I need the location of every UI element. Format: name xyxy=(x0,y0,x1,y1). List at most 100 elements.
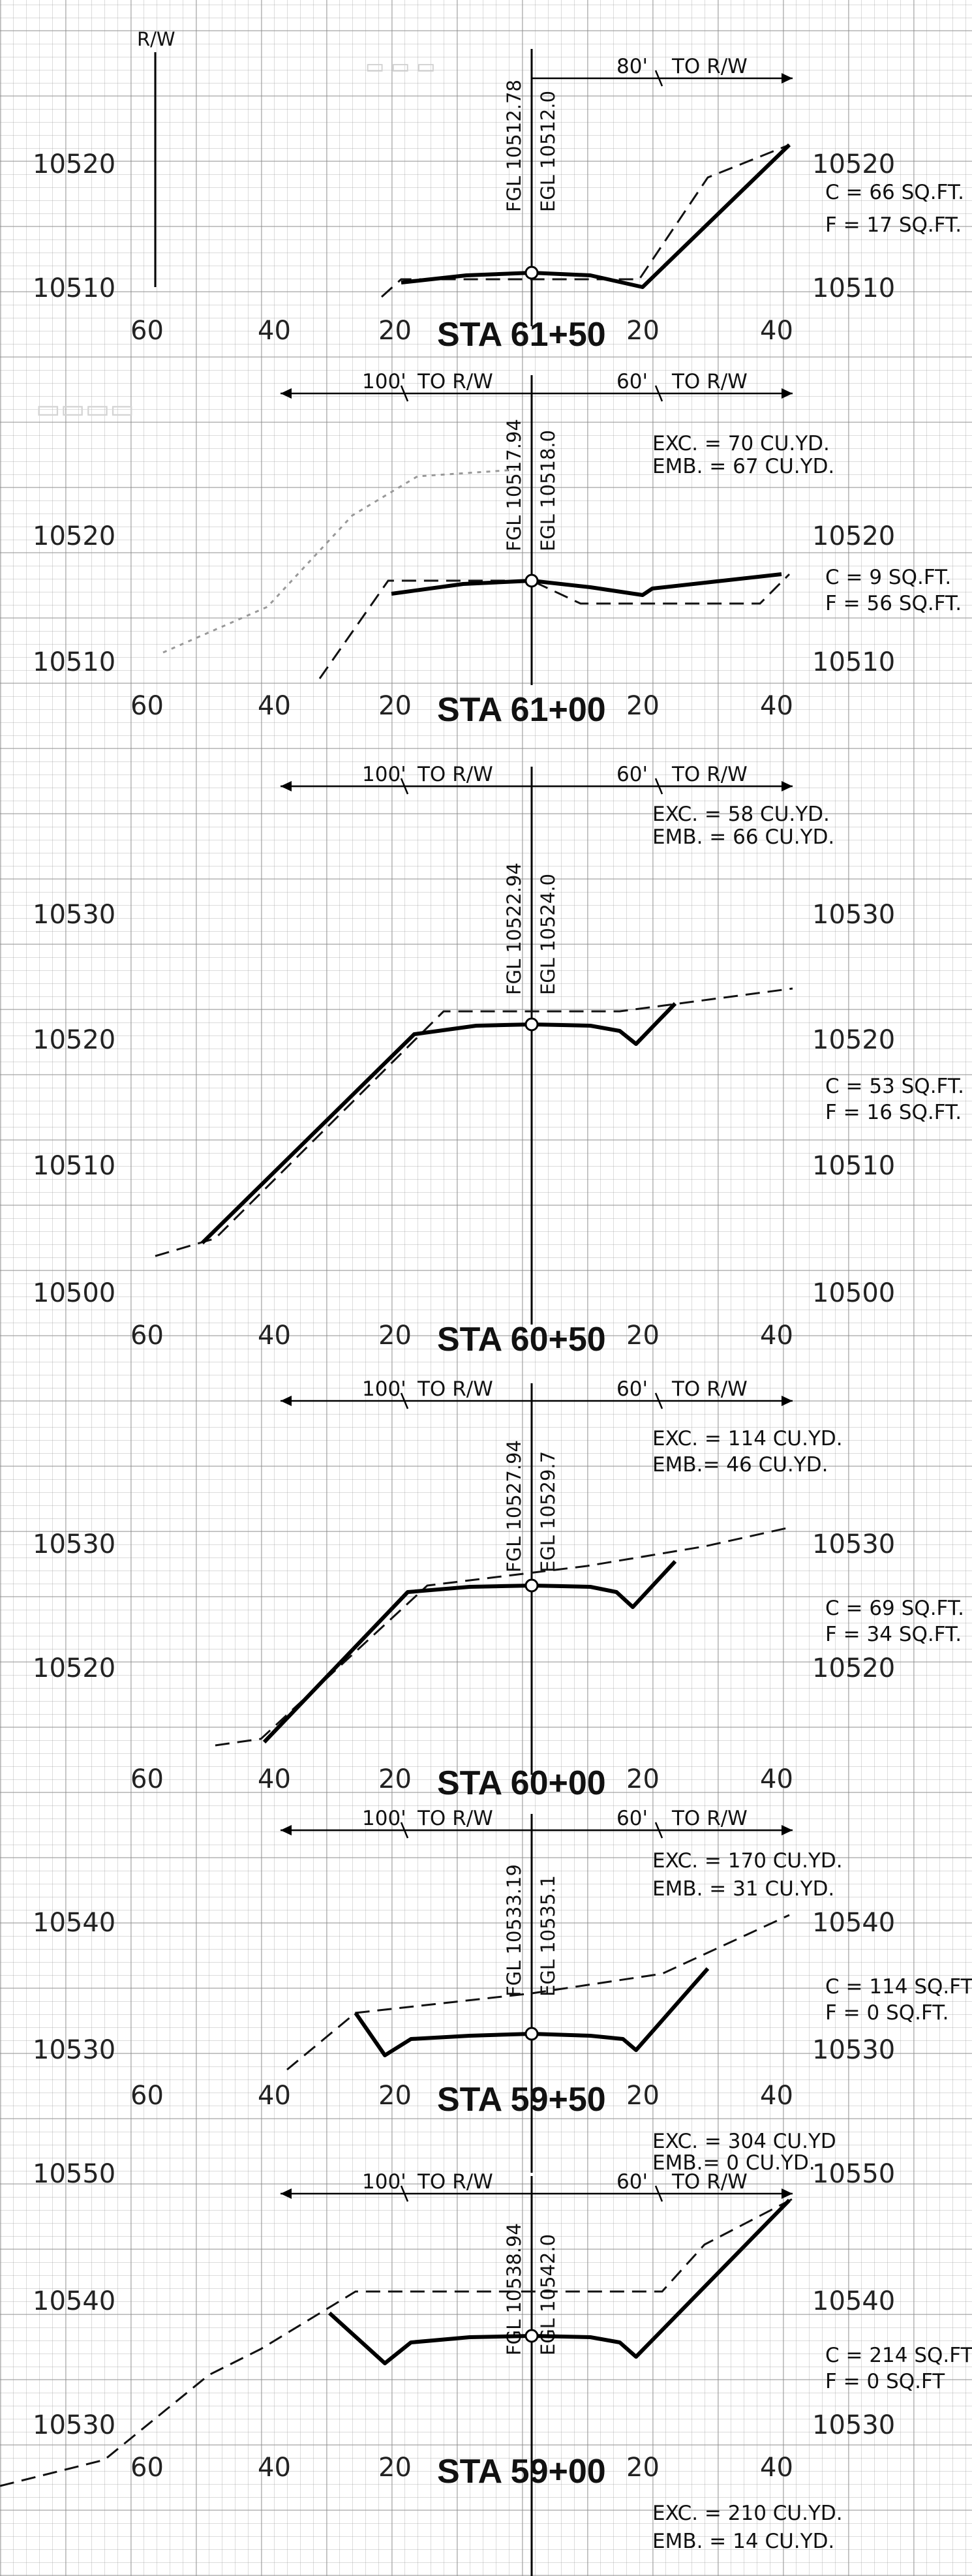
offset-right-20: 20 xyxy=(626,691,660,721)
embankment-volume: EMB.= 0 CU.YD. xyxy=(652,2151,815,2175)
faint-ghost-text: ▭ ▭ ▭ xyxy=(365,55,436,78)
elevation-left-3: 10510 xyxy=(33,1151,115,1181)
centerline-marker xyxy=(524,1017,539,1032)
embankment-volume: EMB. = 31 CU.YD. xyxy=(652,1877,834,1901)
elevation-right-2: 10520 xyxy=(812,1025,895,1055)
elevation-right-3: 10530 xyxy=(812,2410,895,2440)
right-rw-distance: 80' xyxy=(616,55,648,78)
offset-right-20: 20 xyxy=(626,2081,660,2111)
left-rw-distance: 100' xyxy=(362,1377,406,1401)
fgl-label: FGL 10527.94 xyxy=(503,1440,525,1572)
section-sta-6100: 100' TO R/W 60' TO R/W FGL 10517.94 EGL … xyxy=(33,370,962,729)
elevation-right-2: 10520 xyxy=(812,1653,895,1683)
existing-ground-line xyxy=(318,573,791,679)
to-rw-label: TO R/W xyxy=(671,763,748,786)
offset-left-20: 20 xyxy=(378,1764,412,1794)
fgl-label: FGL 10522.94 xyxy=(503,863,525,995)
faint-ghost-line xyxy=(162,468,516,654)
offset-left-20: 20 xyxy=(378,2453,412,2483)
fill-area: F = 0 SQ.FT. xyxy=(825,2001,949,2025)
offset-right-20: 20 xyxy=(626,2453,660,2483)
offset-right-20: 20 xyxy=(626,316,660,346)
egl-label: EGL 10512.0 xyxy=(537,91,559,212)
elevation-right-4: 10500 xyxy=(812,1278,895,1308)
centerline-marker xyxy=(524,2329,539,2343)
offset-right-40: 40 xyxy=(760,1321,793,1351)
section-sta-5950: 100' TO R/W 60' TO R/W FGL 10533.19 EGL … xyxy=(33,1807,972,2173)
offset-left-40: 40 xyxy=(258,691,291,721)
centerline-marker xyxy=(524,1578,539,1593)
elevation-right-1: 10550 xyxy=(812,2159,895,2189)
right-rw-distance: 60' xyxy=(616,1377,648,1401)
station-label: STA 61+50 xyxy=(437,316,606,354)
elevation-right-2: 10510 xyxy=(812,273,895,303)
offset-left-40: 40 xyxy=(258,2081,291,2111)
elevation-left-2: 10530 xyxy=(33,2035,115,2065)
cut-area: C = 66 SQ.FT. xyxy=(825,181,964,204)
dimension-arrow-right xyxy=(782,1825,793,1835)
offset-right-20: 20 xyxy=(626,1764,660,1794)
footer-volumes: EXC. = 210 CU.YD. EMB. = 14 CU.YD. xyxy=(652,2502,843,2553)
cut-area: C = 69 SQ.FT. xyxy=(825,1597,964,1620)
rw-label: R/W xyxy=(137,28,175,50)
right-rw-distance: 60' xyxy=(616,370,648,393)
cut-area: C = 214 SQ.FT. xyxy=(825,2344,972,2367)
cut-area: C = 53 SQ.FT. xyxy=(825,1075,964,1098)
excavation-volume: EXC. = 58 CU.YD. xyxy=(652,803,830,826)
existing-ground-line xyxy=(155,987,793,1257)
fgl-label-group: FGL 10527.94 xyxy=(503,1440,525,1572)
dimension-arrow-right xyxy=(782,2188,793,2199)
station-label: STA 59+50 xyxy=(437,2081,606,2119)
to-rw-label: TO R/W xyxy=(671,2170,748,2194)
fill-area: F = 34 SQ.FT. xyxy=(825,1623,962,1646)
to-rw-label: TO R/W xyxy=(417,370,493,393)
dimension-tick xyxy=(654,385,663,402)
station-label: STA 60+50 xyxy=(437,1321,606,1358)
dimension-tick xyxy=(400,2185,409,2202)
offset-right-40: 40 xyxy=(760,2453,793,2483)
fgl-label: FGL 10533.19 xyxy=(503,1864,525,1997)
elevation-left-1: 10530 xyxy=(33,900,115,930)
offset-left-20: 20 xyxy=(378,1321,412,1351)
elevation-right-1: 10540 xyxy=(812,1908,895,1938)
elevation-left-1: 10550 xyxy=(33,2159,115,2189)
to-rw-label: TO R/W xyxy=(417,1807,493,1830)
egl-label: EGL 10529.7 xyxy=(537,1451,559,1572)
dimension-tick xyxy=(654,70,663,87)
offset-left-60: 60 xyxy=(130,2453,164,2483)
elevation-left-1: 10540 xyxy=(33,1908,115,1938)
right-rw-distance: 60' xyxy=(616,763,648,786)
embankment-volume: EMB.= 46 CU.YD. xyxy=(652,1453,828,1477)
offset-left-40: 40 xyxy=(258,2453,291,2483)
fgl-label-group: FGL 10533.19 xyxy=(503,1864,525,1997)
left-rw-distance: 100' xyxy=(362,1807,406,1830)
fgl-label: FGL 10538.94 xyxy=(503,2223,525,2355)
right-rw-distance: 60' xyxy=(616,1807,648,1830)
station-label: STA 60+00 xyxy=(437,1764,606,1802)
left-rw-distance: 100' xyxy=(362,2170,406,2194)
design-template-line xyxy=(327,2198,791,2365)
embankment-volume: EMB. = 14 CU.YD. xyxy=(652,2530,834,2553)
fill-area: F = 56 SQ.FT. xyxy=(825,592,962,615)
dimension-arrow xyxy=(782,73,793,84)
offset-left-20: 20 xyxy=(378,2081,412,2111)
section-sta-6150: ▭ ▭ ▭ R/W 80' TO R/W FGL 10512.78 EGL 10… xyxy=(33,28,964,354)
offset-right-40: 40 xyxy=(760,2081,793,2111)
egl-label: EGL 10535.1 xyxy=(537,1875,559,1997)
egl-label: EGL 10524.0 xyxy=(537,874,559,995)
dimension-tick xyxy=(654,1822,663,1839)
centerline-marker xyxy=(524,266,539,280)
dimension-tick xyxy=(654,778,663,795)
dimension-arrow-left xyxy=(281,388,292,399)
dimension-arrow-left xyxy=(281,1825,292,1835)
elevation-right-2: 10540 xyxy=(812,2286,895,2316)
offset-right-40: 40 xyxy=(760,316,793,346)
to-rw-label: TO R/W xyxy=(417,2170,493,2194)
to-rw-label: TO R/W xyxy=(671,55,748,78)
offset-left-20: 20 xyxy=(378,316,412,346)
existing-ground-line xyxy=(286,1914,790,2071)
offset-left-60: 60 xyxy=(130,691,164,721)
egl-label-group: EGL 10512.0 xyxy=(537,91,559,212)
